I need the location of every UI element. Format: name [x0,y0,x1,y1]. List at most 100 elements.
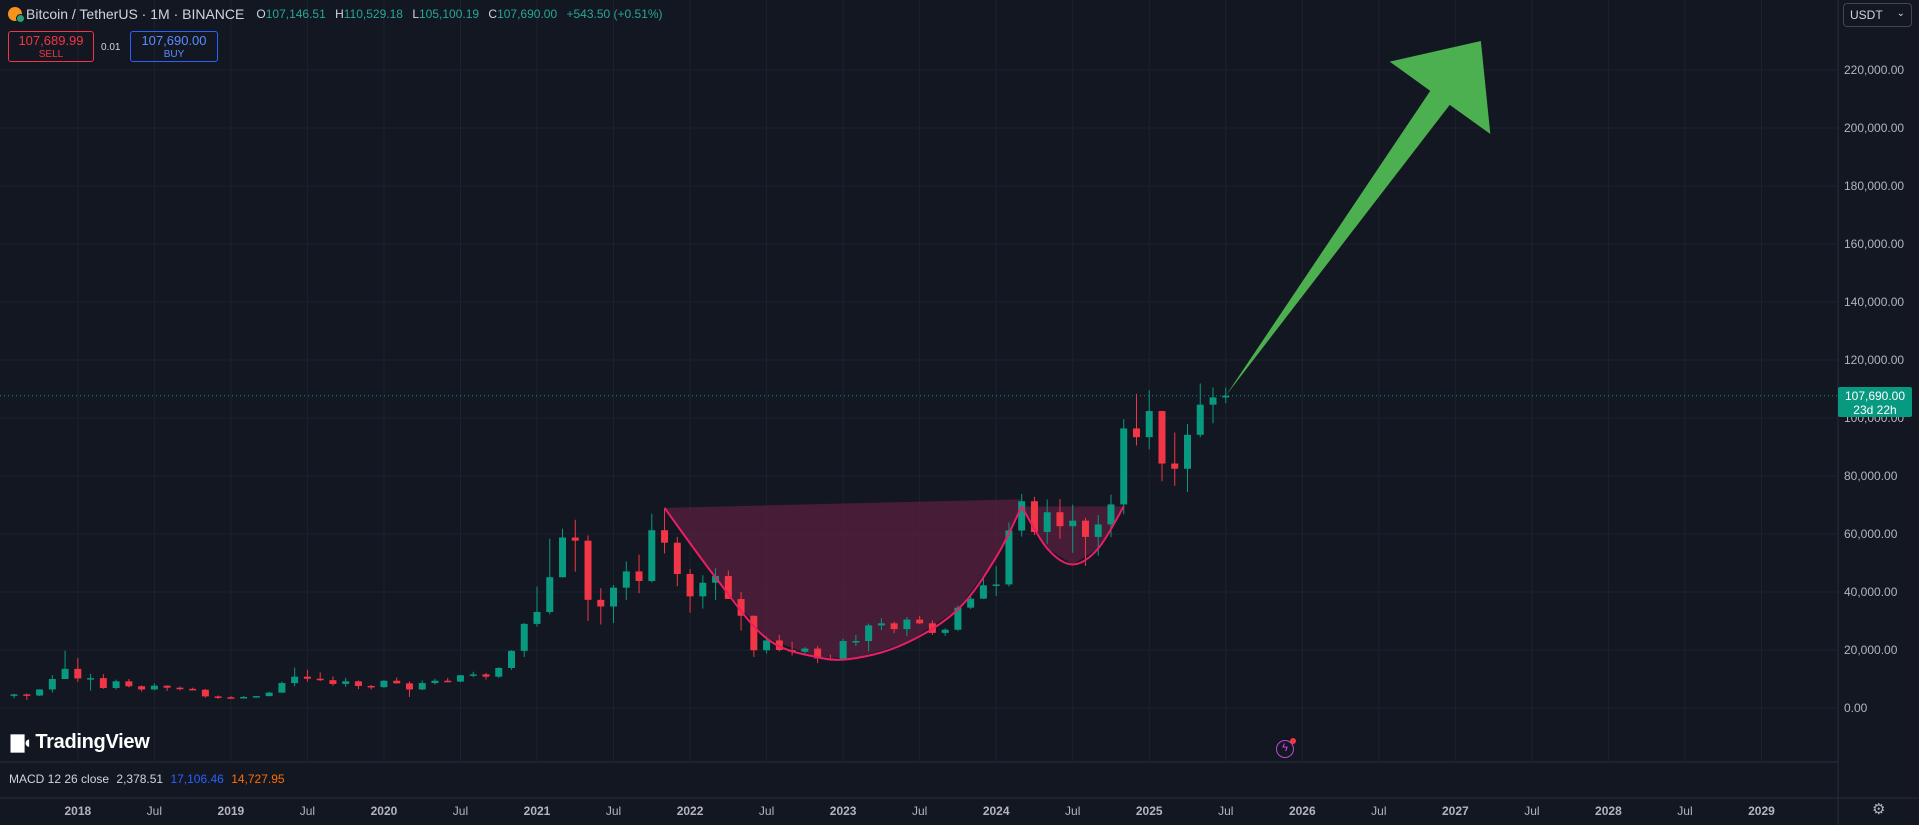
candle-body [1171,463,1179,469]
x-tick-label: Jul [1677,804,1692,818]
candle-body [1209,397,1217,405]
candle-body [150,685,158,690]
candle-body [673,542,681,575]
candle-body [648,530,656,581]
candle-body [74,668,82,679]
candle-body [750,615,758,651]
candle-body [163,685,171,688]
x-tick-label: 2023 [830,804,857,818]
candle-body [112,681,120,688]
candle-body [724,576,732,599]
candle-body [456,675,464,682]
x-tick-label: 2028 [1595,804,1622,818]
candle-body [61,668,69,679]
candle-body [865,625,873,642]
candle-body [559,537,567,578]
candle-body [801,648,809,652]
y-tick-label: 120,000.00 [1844,353,1904,367]
sell-button[interactable]: 107,689.99 SELL [8,31,94,62]
candle-body [967,598,975,608]
candle-body [316,678,324,681]
candle-body [916,619,924,624]
candle-body [954,607,962,630]
x-tick-label: 2025 [1136,804,1163,818]
candle-body [533,612,541,624]
x-tick-label: 2022 [677,804,704,818]
x-tick-label: 2019 [218,804,245,818]
symbol-header: Bitcoin / TetherUS · 1M · BINANCE O107,1… [8,6,663,23]
candle-body [329,680,337,684]
candle-body [775,640,783,650]
candle-body [571,537,579,541]
x-tick-label: Jul [300,804,315,818]
y-tick-label: 220,000.00 [1844,63,1904,77]
candle-body [877,623,885,626]
tradingview-logo-icon: ▇◖ [11,732,32,752]
candle-body [839,641,847,661]
candle-body [495,667,503,677]
y-tick-label: 0.00 [1844,701,1868,715]
candle-body [431,680,439,684]
candle-body [1056,512,1064,527]
candle-body [176,687,184,690]
ohlc-values: O107,146.51 H110,529.18 L105,100.19 C107… [256,7,663,21]
candle-body [393,680,401,684]
candle-body [992,584,1000,586]
symbol-title[interactable]: Bitcoin / TetherUS · 1M · BINANCE [26,6,245,22]
candle-body [278,683,286,693]
x-tick-label: Jul [1218,804,1233,818]
candle-body [610,587,618,607]
sell-label: SELL [38,49,64,60]
candle-body [635,571,643,581]
candle-body [23,694,31,696]
candle-body [1030,501,1038,532]
candle-body [138,686,146,690]
tradingview-logo[interactable]: ▇◖ TradingView [11,731,150,754]
x-tick-label: 2018 [64,804,91,818]
candle-body [240,696,248,699]
last-price-label: 107,690.00 23d 22h [1838,387,1912,417]
candle-body [1158,411,1166,464]
lightning-icon[interactable]: ϟ [1276,738,1296,758]
candle-body [1094,524,1102,537]
candle-body [418,683,426,690]
candle-body [469,674,477,676]
candle-body [763,640,771,651]
currency-label: USDT [1850,8,1883,22]
candle-body [814,648,822,659]
buy-button[interactable]: 107,690.00 BUY [130,31,218,62]
candle-body [1145,411,1153,438]
candle-body [941,629,949,633]
candle-body [712,576,720,583]
last-price-value: 107,690.00 [1844,389,1906,403]
candle-body [10,694,18,696]
x-tick-label: 2027 [1442,804,1469,818]
currency-select[interactable]: USDT ⌄ [1843,3,1912,27]
candle-body [622,571,630,588]
candle-body [201,689,209,697]
candle-body [291,676,299,684]
candle-body [1196,404,1204,435]
candle-body [380,680,388,688]
macd-legend[interactable]: MACD 12 26 close 2,378.51 17,106.46 14,7… [9,772,285,786]
candle-body [482,674,490,677]
candle-body [903,619,911,630]
candle-body [87,678,95,680]
candle-body [661,530,669,543]
cup-curve [663,506,1023,661]
y-tick-label: 40,000.00 [1844,585,1898,599]
y-tick-label: 80,000.00 [1844,469,1898,483]
candle-body [342,681,350,684]
x-tick-label: 2029 [1748,804,1775,818]
candle-body [852,641,860,643]
y-tick-label: 140,000.00 [1844,295,1904,309]
candle-body [367,685,375,688]
spread-value: 0.01 [101,42,121,53]
candle-body [125,681,133,687]
candle-body [189,688,197,691]
candle-body [354,681,362,686]
gear-icon[interactable]: ⚙ [1872,801,1886,818]
candle-body [1005,530,1013,585]
candle-body [699,582,707,597]
